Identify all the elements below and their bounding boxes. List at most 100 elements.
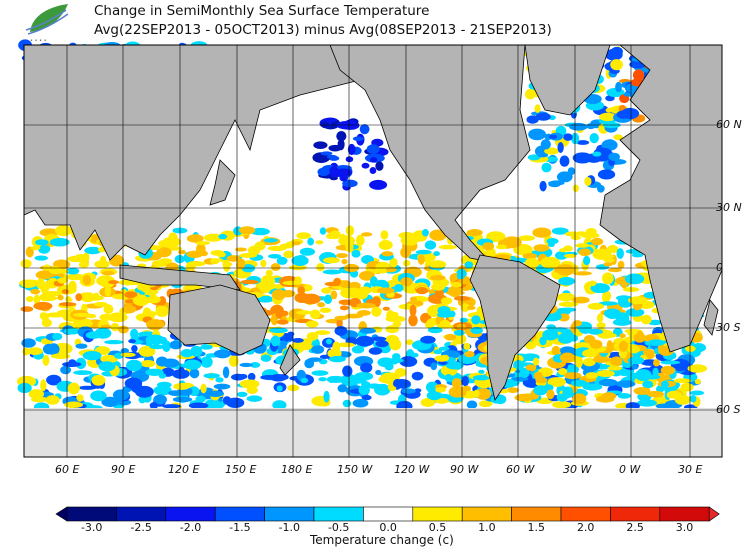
anomaly-patch [345,225,355,236]
anomaly-patch [689,394,697,403]
anomaly-patch [345,119,357,126]
anomaly-patch [557,332,574,344]
anomaly-patch [415,286,429,295]
anomaly-patch [437,305,451,315]
anomaly-patch [637,399,657,407]
anomaly-patch [564,372,582,380]
anomaly-patch [103,304,114,314]
lon-label: 60 W [506,463,535,476]
anomaly-patch [367,383,382,389]
anomaly-patch [431,283,446,291]
anomaly-patch [259,287,271,294]
anomaly-patch [270,263,281,272]
land-australia [167,284,271,356]
anomaly-patch [572,393,587,405]
anomaly-patch [537,153,549,158]
anomaly-patch [249,362,261,368]
chart-subtitle: Avg(22SEP2013 - 05OCT2013) minus Avg(08S… [94,22,552,38]
anomaly-patch [239,362,253,368]
anomaly-patch [124,377,143,389]
anomaly-patch [34,255,48,261]
anomaly-patch [339,174,348,182]
anomaly-patch [345,156,354,163]
anomaly-patch [327,348,342,359]
anomaly-patch [30,245,41,251]
anomaly-patch [429,260,447,269]
anomaly-patch [328,166,340,178]
anomaly-patch [328,144,342,152]
anomaly-patch [287,331,295,337]
anomaly-patch [276,319,289,325]
anomaly-patch [294,276,302,285]
anomaly-patch [589,133,599,144]
anomaly-patch [606,311,619,320]
anomaly-patch [99,276,116,288]
anomaly-patch [168,390,183,396]
anomaly-patch [143,307,151,316]
anomaly-patch [583,255,591,266]
anomaly-patch [453,329,465,336]
anomaly-patch [269,327,288,334]
anomaly-patch [526,115,539,124]
anomaly-patch [400,246,412,259]
anomaly-patch [642,380,654,389]
anomaly-patch [270,335,280,347]
anomaly-patch [436,323,453,329]
anomaly-patch [355,335,375,347]
anomaly-patch [337,384,348,393]
anomaly-patch [62,361,82,367]
anomaly-patch [533,385,548,396]
anomaly-patch [44,280,55,289]
anomaly-patch [578,248,592,257]
anomaly-patch [222,366,230,379]
anomaly-patch [459,317,468,323]
anomaly-patch [213,349,231,359]
anomaly-patch [689,390,705,396]
anomaly-patch [582,383,603,391]
anomaly-patch [180,349,194,358]
anomaly-patch [438,346,450,351]
anomaly-patch [573,342,593,350]
anomaly-patch [532,227,552,238]
anomaly-patch [451,281,463,288]
anomaly-patch [222,260,231,272]
anomaly-patch [75,293,83,302]
anomaly-patch [378,375,393,383]
anomaly-patch [475,388,492,400]
anomaly-patch [576,140,590,145]
anomaly-patch [615,380,636,388]
anomaly-patch [599,112,617,122]
anomaly-patch [84,246,102,255]
anomaly-patch [597,254,615,259]
anomaly-patch [598,301,619,306]
anomaly-patch [132,295,150,306]
anomaly-patch [326,154,338,160]
anomaly-patch [351,249,361,258]
anomaly-patch [592,356,611,363]
lon-label: 60 E [55,463,80,476]
colorbar-tick-label: 0.0 [379,521,397,534]
anomaly-patch [17,382,32,394]
anomaly-patch [540,139,551,150]
anomaly-patch [82,350,102,361]
anomaly-patch [592,151,602,157]
lon-label: 0 W [619,463,641,476]
anomaly-patch [246,395,263,402]
anomaly-patch [563,253,577,258]
map-frame [23,44,723,458]
anomaly-patch [315,240,324,245]
anomaly-patch [583,335,596,344]
anomaly-patch [323,257,341,264]
anomaly-patch [518,235,535,241]
anomaly-patch [580,232,600,239]
anomaly-patch [376,287,395,294]
anomaly-patch [349,287,361,298]
colorbar-title: Temperature change (c) [310,533,454,547]
anomaly-patch [633,387,651,395]
anomaly-patch [99,255,107,266]
anomaly-patch [385,325,399,334]
chart-title: Change in SemiMonthly Sea Surface Temper… [94,3,430,19]
anomaly-patch [424,240,437,250]
anomaly-patch [316,263,325,272]
anomaly-patch [452,333,467,345]
